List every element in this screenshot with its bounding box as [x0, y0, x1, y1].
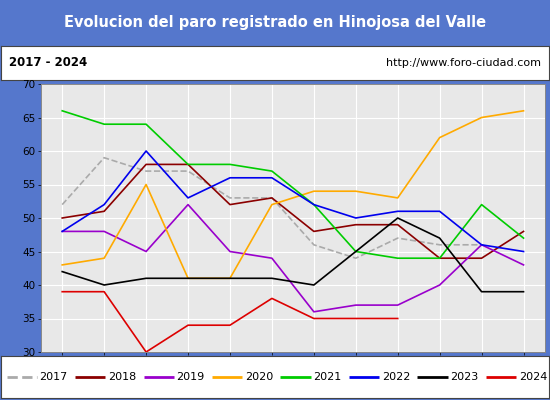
- Text: 2020: 2020: [245, 372, 273, 382]
- Text: Evolucion del paro registrado en Hinojosa del Valle: Evolucion del paro registrado en Hinojos…: [64, 16, 486, 30]
- Text: 2024: 2024: [519, 372, 547, 382]
- Text: 2017: 2017: [40, 372, 68, 382]
- Text: 2017 - 2024: 2017 - 2024: [9, 56, 87, 70]
- Text: 2022: 2022: [382, 372, 410, 382]
- Text: 2019: 2019: [177, 372, 205, 382]
- Text: 2021: 2021: [314, 372, 342, 382]
- Text: http://www.foro-ciudad.com: http://www.foro-ciudad.com: [386, 58, 541, 68]
- Text: 2018: 2018: [108, 372, 136, 382]
- Text: 2023: 2023: [450, 372, 478, 382]
